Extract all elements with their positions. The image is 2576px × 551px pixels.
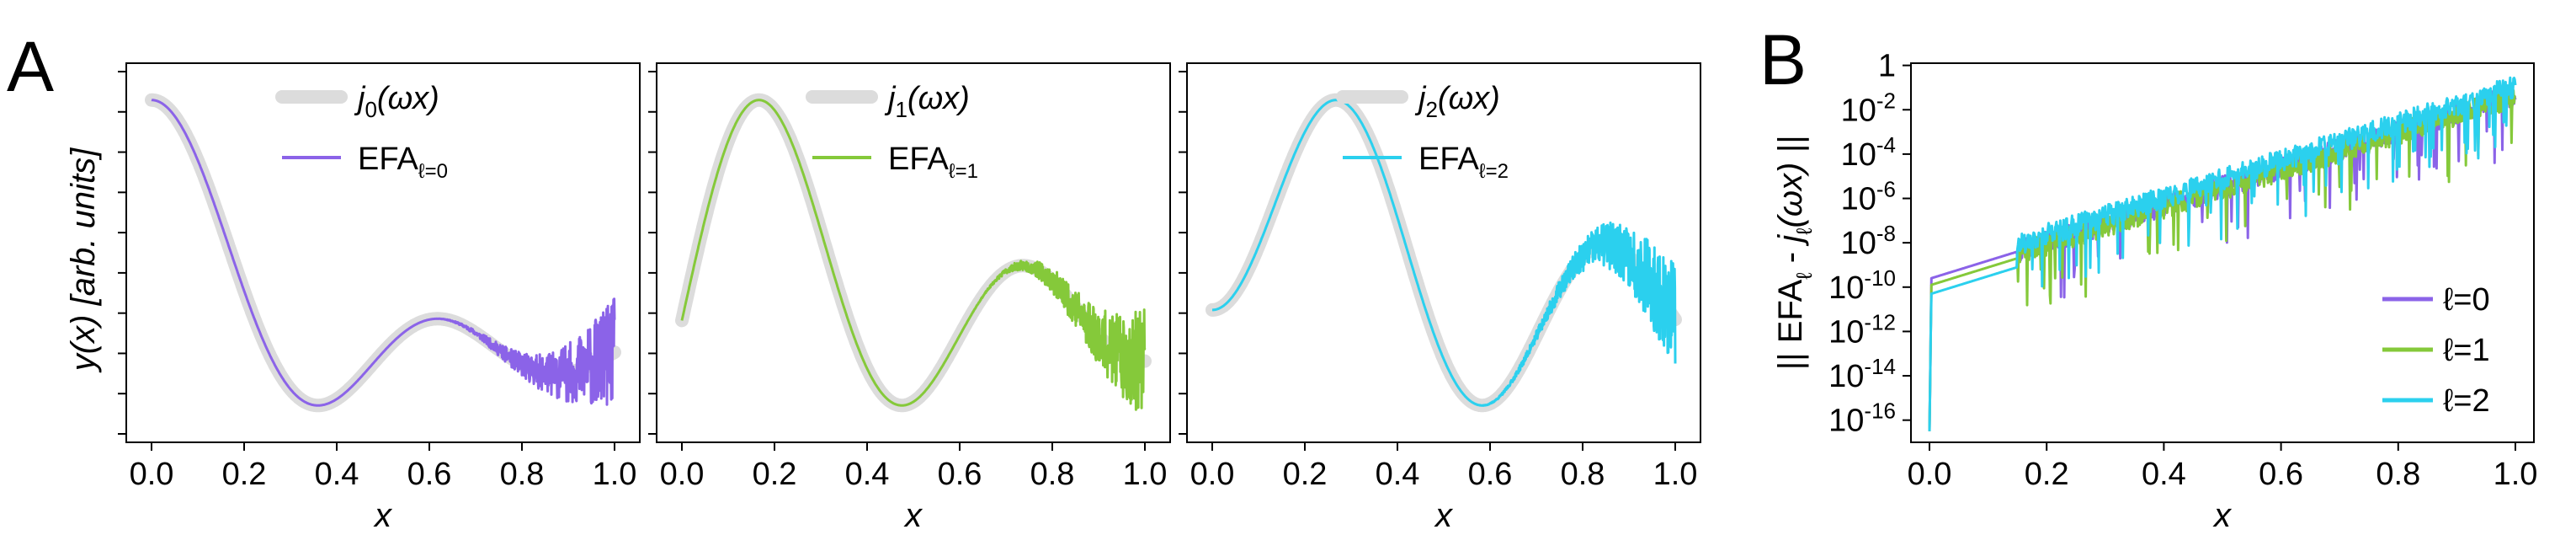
- x-tick-label: 0.6: [1468, 457, 1513, 492]
- panel-a-ylabel: y(x) [arb. units]: [65, 147, 102, 373]
- x-tick-label: 0.8: [1030, 457, 1075, 492]
- x-tick-label: 0.6: [407, 457, 452, 492]
- panel-letter-b: B: [1759, 20, 1807, 99]
- x-tick-label: 0.6: [2259, 457, 2303, 492]
- x-tick-label: 0.0: [130, 457, 174, 492]
- y-tick-label: 10-4: [1841, 132, 1896, 173]
- x-tick-label: 0.2: [753, 457, 797, 492]
- x-axis-label: x: [373, 497, 393, 534]
- y-tick-label: 10-6: [1841, 177, 1896, 217]
- legend-efa-label: EFAℓ=1: [888, 142, 978, 183]
- legend-reference-label: j0(ωx): [354, 81, 439, 122]
- x-tick-label: 0.2: [222, 457, 267, 492]
- plot-frame: [125, 62, 641, 443]
- panel-b-ylabel-b: ℓ: [1791, 272, 1817, 280]
- x-tick-label: 0.2: [2025, 457, 2069, 492]
- plot-frame: [1910, 62, 2535, 443]
- efa-line: [150, 99, 616, 407]
- plot-frame: [656, 62, 1171, 443]
- x-tick-label: 1.0: [2494, 457, 2538, 492]
- x-tick-label: 0.0: [1908, 457, 1952, 492]
- x-tick-label: 0.0: [660, 457, 705, 492]
- x-tick-label: 0.2: [1283, 457, 1328, 492]
- y-tick-label: 10-10: [1828, 265, 1896, 306]
- y-tick-label: 10-12: [1828, 309, 1896, 350]
- x-tick-label: 0.8: [1561, 457, 1605, 492]
- x-tick-label: 0.4: [845, 457, 890, 492]
- y-tick-label: 1: [1878, 49, 1896, 84]
- subplot-j1: 0.0 0.2 0.4 0.6 0.8 1.0 x j1(ωx) EFAℓ=1: [648, 62, 1171, 534]
- y-tick-label: 10-16: [1828, 399, 1896, 439]
- legend-efa-label: EFAℓ=0: [358, 142, 448, 183]
- efa-line: [680, 99, 1147, 411]
- x-tick-label: 1.0: [593, 457, 637, 492]
- plot-frame: [1186, 62, 1701, 443]
- x-tick-label: 0.8: [500, 457, 545, 492]
- x-tick-label: 1.0: [1123, 457, 1168, 492]
- x-axis-label: x: [903, 497, 923, 534]
- error-line-2: [1928, 76, 2517, 431]
- panel-letter-a: A: [7, 27, 54, 106]
- x-tick-label: 0.4: [1376, 457, 1420, 492]
- panel-b-ylabel-e: ℓ: [1791, 227, 1817, 235]
- x-tick-label: 1.0: [1653, 457, 1698, 492]
- y-tick-label: 10-14: [1828, 354, 1896, 394]
- subplot-j2: 0.0 0.2 0.4 0.6 0.8 1.0 x j2(ωx) EFAℓ=2: [1179, 62, 1701, 534]
- legend-label: ℓ=0: [2443, 282, 2490, 318]
- panel-b-ylabel-f: (ωx) ||: [1772, 136, 1809, 228]
- legend-label: ℓ=1: [2443, 333, 2490, 368]
- y-tick-label: 10-8: [1841, 221, 1896, 261]
- legend-reference-label: j1(ωx): [884, 81, 970, 122]
- x-axis-label: x: [1434, 497, 1454, 534]
- legend-label: ℓ=2: [2443, 383, 2490, 419]
- subplot-j0: 0.0 0.2 0.4 0.6 0.8 1.0 x j0(ωx) EFAℓ=0: [118, 62, 641, 534]
- x-tick-label: 0.0: [1190, 457, 1235, 492]
- x-tick-label: 0.8: [2376, 457, 2420, 492]
- legend-reference-label: j2(ωx): [1414, 81, 1500, 122]
- y-tick-label: 10-2: [1841, 88, 1896, 128]
- x-axis-label: x: [2212, 497, 2233, 534]
- panel-b-ylabel-a: || EFA: [1772, 279, 1809, 370]
- legend-efa-label: EFAℓ=2: [1418, 142, 1509, 183]
- panel-b-ylabel: || EFAℓ - jℓ(ωx) ||: [1772, 136, 1817, 370]
- panel-b-ylabel-c: -: [1772, 243, 1809, 273]
- x-tick-label: 0.4: [315, 457, 359, 492]
- panel-a-ylabel-text: y(x) [arb. units]: [65, 147, 102, 373]
- x-tick-label: 0.6: [938, 457, 982, 492]
- efa-line: [1211, 99, 1677, 407]
- x-tick-label: 0.4: [2142, 457, 2186, 492]
